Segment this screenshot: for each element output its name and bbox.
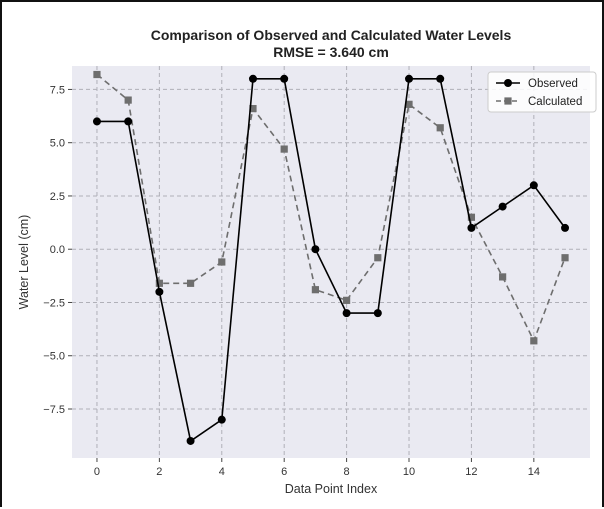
y-tick-label: 7.5 <box>50 84 65 96</box>
data-point-observed <box>92 117 101 126</box>
data-point-calculated <box>374 254 382 262</box>
data-point-calculated <box>280 145 288 153</box>
data-point-calculated <box>343 296 351 304</box>
y-tick-label: −2.5 <box>43 297 65 309</box>
data-point-observed <box>405 74 414 83</box>
data-point-observed <box>436 74 445 83</box>
plot-area <box>72 66 590 458</box>
legend-label-observed: Observed <box>528 78 578 90</box>
series-layer <box>92 70 570 445</box>
x-tick-label: 12 <box>465 466 477 478</box>
legend-label-calculated: Calculated <box>528 96 582 108</box>
data-point-calculated <box>155 279 163 287</box>
data-point-calculated <box>311 286 319 294</box>
axes: 0 2 4 6 8 10 12 14 7.5 5.0 2.5 0.0 −2.5 −5.0 −7.5 <box>43 84 540 478</box>
data-point-observed <box>186 436 195 445</box>
data-point-observed <box>529 181 538 190</box>
data-point-calculated <box>436 124 444 132</box>
data-point-observed <box>217 415 226 424</box>
x-tick-label: 8 <box>344 466 350 478</box>
data-point-observed <box>498 202 507 211</box>
data-point-observed <box>248 74 257 83</box>
x-tick-label: 10 <box>403 466 415 478</box>
data-point-calculated <box>218 258 226 266</box>
data-point-calculated <box>93 70 101 79</box>
data-point-calculated <box>467 213 476 221</box>
data-point-observed <box>467 223 476 232</box>
legend-marker-calculated <box>504 97 512 105</box>
y-tick-label: 0.0 <box>50 244 65 256</box>
data-point-observed <box>311 245 320 254</box>
x-tick-label: 6 <box>281 466 287 478</box>
data-point-calculated <box>186 279 195 287</box>
x-tick-label: 2 <box>156 466 162 478</box>
data-point-calculated <box>249 105 257 113</box>
legend-marker-observed <box>504 79 512 87</box>
data-point-calculated <box>561 254 569 262</box>
x-tick-label: 14 <box>528 466 540 478</box>
data-point-calculated <box>530 337 538 345</box>
y-axis-label: Water Level (cm) <box>17 215 31 310</box>
series-line-observed <box>97 78 566 443</box>
y-tick-label: 5.0 <box>50 138 65 150</box>
data-point-observed <box>155 287 164 296</box>
x-axis-label: Data Point Index <box>285 482 378 496</box>
y-tick-label: −7.5 <box>43 404 65 416</box>
data-point-observed <box>280 74 289 83</box>
data-point-observed <box>342 309 351 318</box>
data-point-observed <box>373 309 382 318</box>
chart-title: Comparison of Observed and Calculated Wa… <box>151 27 512 43</box>
grid-lines <box>72 66 590 458</box>
data-point-observed <box>124 117 133 126</box>
x-tick-label: 0 <box>94 466 100 478</box>
y-tick-label: −5.0 <box>43 351 65 363</box>
y-tick-label: 2.5 <box>50 191 65 203</box>
x-tick-label: 4 <box>219 466 225 478</box>
chart-subtitle: RMSE = 3.640 cm <box>273 44 389 60</box>
data-point-calculated <box>124 96 132 104</box>
legend: Observed Calculated <box>487 71 597 113</box>
data-point-calculated <box>499 273 507 281</box>
data-point-calculated <box>405 100 413 108</box>
series-line-calculated <box>96 73 566 343</box>
legend-box <box>487 71 597 113</box>
data-point-observed <box>561 223 570 232</box>
